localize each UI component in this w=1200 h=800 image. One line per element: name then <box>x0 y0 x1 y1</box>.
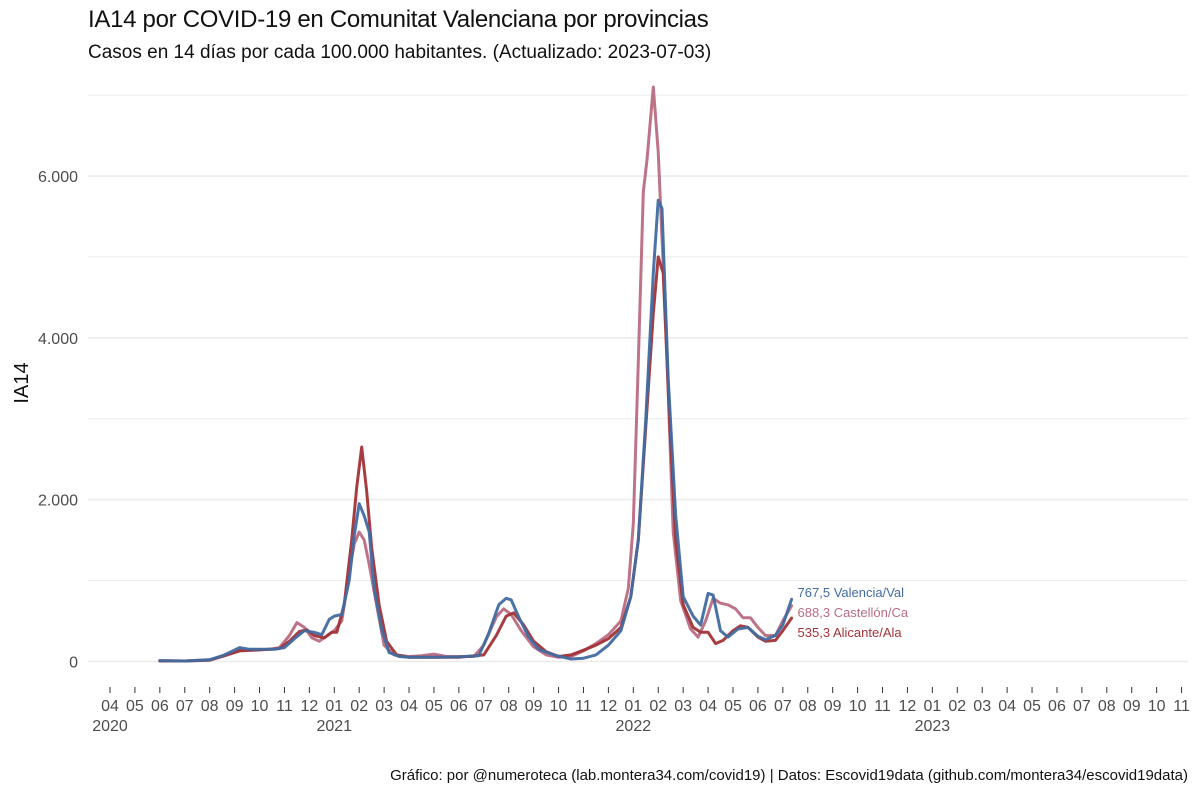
x-tick-label: 06 <box>749 698 767 715</box>
x-tick-label: 01 <box>624 698 642 715</box>
series-line-castellón <box>158 85 794 663</box>
x-tick-label: 06 <box>450 698 468 715</box>
x-tick-label: 08 <box>201 698 219 715</box>
x-tick-label: 07 <box>774 698 792 715</box>
x-tick-label: 07 <box>475 698 493 715</box>
x-tick-label: 09 <box>824 698 842 715</box>
x-tick-label: 08 <box>1098 698 1116 715</box>
x-year-label: 2021 <box>316 718 352 735</box>
x-tick-label: 01 <box>923 698 941 715</box>
y-axis-title: IA14 <box>11 362 33 403</box>
y-tick-label: 6.000 <box>38 169 78 186</box>
x-year-label: 2022 <box>616 718 652 735</box>
x-tick-label: 09 <box>1123 698 1141 715</box>
x-tick-label: 04 <box>101 698 119 715</box>
x-tick-label: 07 <box>176 698 194 715</box>
chart-title: IA14 por COVID-19 en Comunitat Valencian… <box>88 6 709 33</box>
y-tick-label: 0 <box>69 654 78 671</box>
end-label-valencia: 767,5 Valencia/Val <box>798 585 905 600</box>
x-tick-label: 02 <box>649 698 667 715</box>
x-tick-label: 12 <box>899 698 917 715</box>
x-tick-label: 05 <box>126 698 144 715</box>
x-tick-label: 03 <box>973 698 991 715</box>
x-axis: 04 2020 05 06 07 08 09 10 11 12 01 2021 02 03 04 05 06 07… <box>92 687 1190 735</box>
x-tick-label: 09 <box>226 698 244 715</box>
end-label-castellón: 688,3 Castellón/Ca <box>798 605 909 620</box>
series-line-alicante <box>158 255 794 663</box>
x-tick-label: 02 <box>948 698 966 715</box>
x-tick-label: 11 <box>874 698 891 715</box>
x-tick-label: 10 <box>550 698 568 715</box>
series-lines <box>158 85 794 663</box>
y-tick-label: 2.000 <box>38 493 78 510</box>
y-tick-label: 4.000 <box>38 331 78 348</box>
x-tick-label: 08 <box>500 698 518 715</box>
x-tick-label: 10 <box>849 698 867 715</box>
x-year-label: 2023 <box>915 718 951 735</box>
x-tick-label: 05 <box>425 698 443 715</box>
x-tick-label: 06 <box>1048 698 1066 715</box>
x-tick-label: 03 <box>375 698 393 715</box>
x-tick-label: 03 <box>674 698 692 715</box>
end-labels: 767,5 Valencia/Val 688,3 Castellón/Ca 535,… <box>798 585 909 640</box>
series-line-valencia <box>158 198 794 663</box>
x-year-label: 2020 <box>92 718 128 735</box>
x-tick-label: 11 <box>1173 698 1190 715</box>
x-tick-label: 04 <box>400 698 418 715</box>
chart-caption: Gráfico: por @numeroteca (lab.montera34.… <box>390 767 1188 784</box>
end-label-alicante: 535,3 Alicante/Ala <box>798 625 903 640</box>
x-tick-label: 12 <box>600 698 618 715</box>
chart-subtitle: Casos en 14 días por cada 100.000 habita… <box>88 42 712 63</box>
x-tick-label: 04 <box>699 698 717 715</box>
x-tick-label: 05 <box>1023 698 1041 715</box>
x-tick-label: 08 <box>799 698 817 715</box>
x-tick-label: 11 <box>575 698 592 715</box>
x-tick-label: 06 <box>151 698 169 715</box>
x-tick-label: 10 <box>1148 698 1166 715</box>
y-axis: 0 2.000 4.000 6.000 <box>38 169 78 671</box>
x-tick-label: 07 <box>1073 698 1091 715</box>
x-tick-label: 11 <box>276 698 293 715</box>
x-tick-label: 01 <box>325 698 343 715</box>
x-tick-label: 10 <box>251 698 269 715</box>
x-tick-label: 12 <box>300 698 318 715</box>
x-tick-label: 02 <box>350 698 368 715</box>
x-tick-label: 05 <box>724 698 742 715</box>
x-tick-label: 09 <box>525 698 543 715</box>
x-tick-label: 04 <box>998 698 1016 715</box>
